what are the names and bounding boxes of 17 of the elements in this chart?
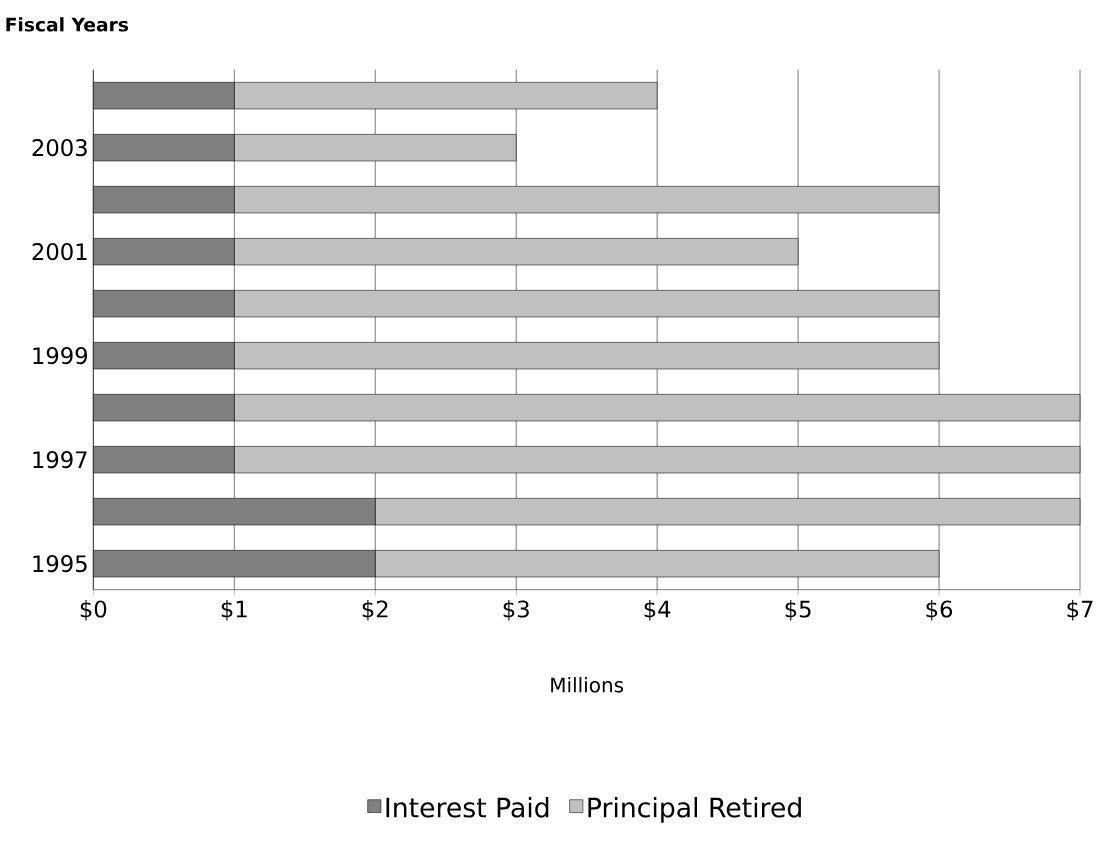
- legend-label: Interest Paid: [386, 796, 549, 818]
- x-tick-label: $4: [644, 600, 671, 621]
- y-tick-label: 1995: [33, 555, 87, 573]
- x-tick-label: $5: [785, 600, 811, 621]
- y-tick-label: 2003: [32, 139, 87, 157]
- legend-label: Principal Retired: [588, 796, 801, 823]
- y-tick-label: 1999: [33, 347, 87, 365]
- x-tick-label: $1: [221, 600, 247, 621]
- y-tick-label: 1997: [33, 451, 87, 469]
- x-axis-title: Millions: [551, 677, 624, 693]
- x-tick-label: $0: [80, 600, 107, 621]
- y-tick-label: 2001: [32, 243, 87, 261]
- x-tick-label: $3: [503, 600, 529, 621]
- x-tick-label: $2: [362, 600, 388, 621]
- x-tick-label: $7: [1067, 600, 1093, 621]
- x-tick-label: $6: [926, 600, 953, 621]
- y-axis-title: Fiscal Years: [6, 17, 129, 32]
